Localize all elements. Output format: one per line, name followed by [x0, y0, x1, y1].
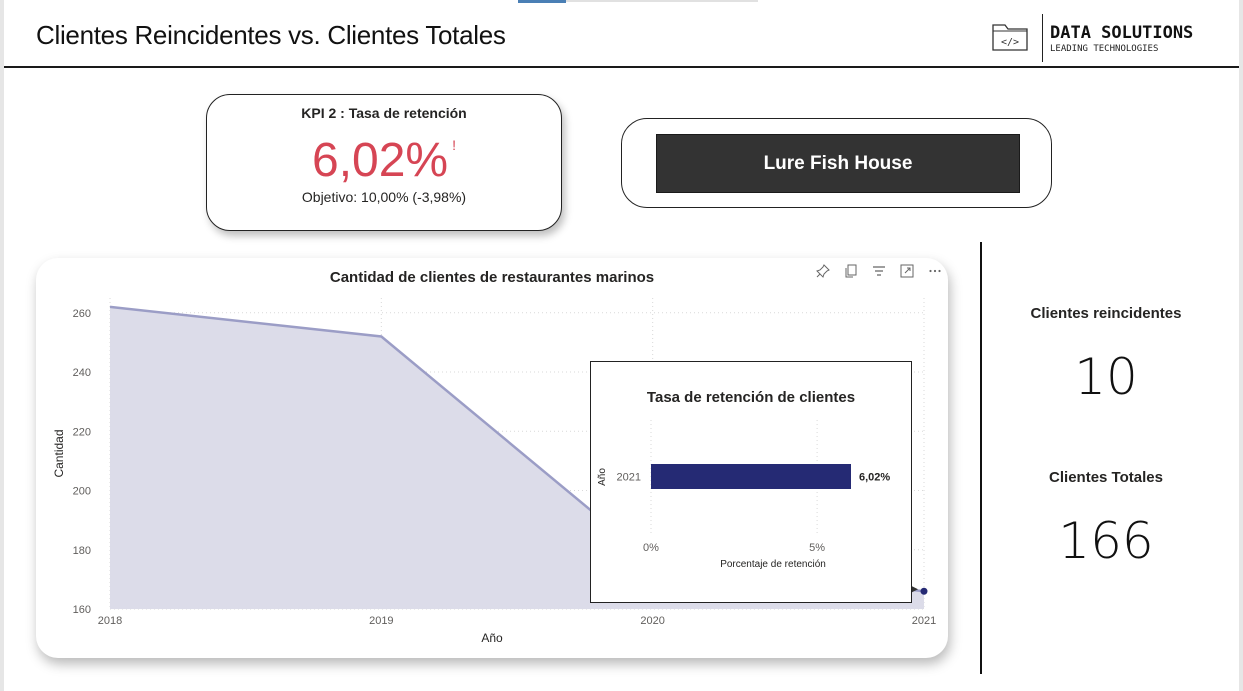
- series-area: [110, 306, 924, 609]
- y-tick-label: 2021: [617, 472, 641, 484]
- section-divider: [980, 242, 982, 674]
- x-tick-label: 2018: [98, 615, 122, 627]
- copy-icon[interactable]: [844, 264, 858, 278]
- page-tab-active-indicator: [518, 0, 566, 3]
- brand-tagline: LEADING TECHNOLOGIES: [1050, 44, 1159, 54]
- title-divider: [4, 66, 1239, 68]
- x-tick-label: 5%: [809, 542, 825, 554]
- focus-mode-icon[interactable]: [900, 264, 914, 278]
- page-frame-right: [1239, 0, 1243, 691]
- kpi-title: KPI 2 : Tasa de retención: [301, 105, 467, 121]
- page-frame-left: [0, 0, 4, 691]
- visual-header: [816, 264, 942, 278]
- bar: [651, 464, 851, 489]
- logo-divider: [1042, 14, 1043, 62]
- x-tick-label: 2021: [912, 615, 936, 627]
- highlighted-data-point: [920, 587, 928, 595]
- slicer-selected-button[interactable]: Lure Fish House: [656, 134, 1020, 193]
- y-tick-label: 180: [73, 545, 91, 557]
- kpi-target: Objetivo: 10,00% (-3,98%): [301, 189, 467, 205]
- pointer-cursor-icon: [910, 585, 918, 594]
- y-axis-title: Cantidad: [52, 429, 66, 477]
- x-axis-title: Porcentaje de retención: [720, 559, 826, 570]
- total-clients-label: Clientes Totales: [1049, 469, 1163, 486]
- chart-title: Cantidad de clientes de restaurantes mar…: [330, 269, 654, 286]
- code-folder-icon: </>: [992, 24, 1028, 51]
- page-title: Clientes Reincidentes vs. Clientes Total…: [36, 20, 506, 50]
- brand-name: DATA SOLUTIONS: [1050, 23, 1194, 43]
- svg-text:</>: </>: [1001, 37, 1019, 48]
- x-tick-label: 2019: [369, 615, 393, 627]
- x-axis-title: Año: [481, 631, 503, 645]
- restaurant-slicer: Lure Fish House: [621, 118, 1052, 208]
- bar-data-label: 6,02%: [859, 472, 890, 484]
- kpi-value: 6,02%!: [207, 133, 561, 188]
- inset-chart-title: Tasa de retención de clientes: [647, 389, 855, 406]
- kpi-warning-icon[interactable]: !: [452, 137, 456, 153]
- pin-icon[interactable]: [816, 264, 830, 278]
- y-axis-title: Año: [597, 468, 608, 486]
- retention-bar-chart: Tasa de retención de clientes 0% 5% 2021 6,0…: [597, 389, 890, 570]
- retention-bar-chart-card[interactable]: Tasa de retención de clientes 0% 5% 2021 6,0…: [590, 361, 912, 603]
- y-tick-label: 200: [73, 486, 91, 498]
- y-tick-label: 260: [73, 308, 91, 320]
- y-tick-label: 240: [73, 367, 91, 379]
- y-tick-label: 160: [73, 604, 91, 616]
- more-options-icon[interactable]: [928, 264, 942, 278]
- returning-clients-value: 10: [1074, 348, 1138, 406]
- total-clients-value: 166: [1058, 512, 1154, 570]
- returning-clients-label: Clientes reincidentes: [1030, 305, 1182, 322]
- x-tick-label: 2020: [640, 615, 664, 627]
- kpi-card[interactable]: KPI 2 : Tasa de retención 6,02%! Objetiv…: [206, 94, 562, 231]
- y-tick-label: 220: [73, 426, 91, 438]
- x-tick-label: 0%: [643, 542, 659, 554]
- kpi-value-text: 6,02%: [312, 134, 449, 187]
- filter-icon[interactable]: [872, 264, 886, 278]
- page-tab-strip: [566, 0, 758, 2]
